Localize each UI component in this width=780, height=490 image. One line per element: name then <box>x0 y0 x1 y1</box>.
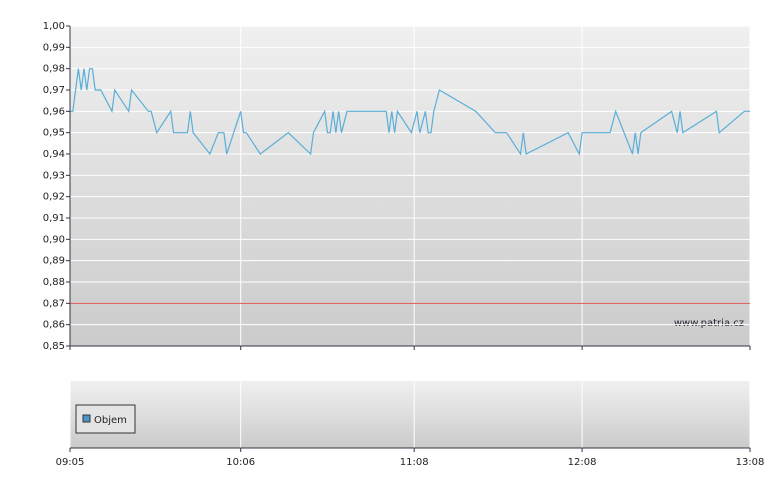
y-tick-label: 1,00 <box>43 21 65 32</box>
y-tick-label: 0,92 <box>43 192 65 203</box>
legend-label: Objem <box>94 415 127 426</box>
y-tick-label: 0,96 <box>43 106 65 117</box>
y-tick-label: 0,86 <box>43 320 65 331</box>
y-tick-label: 0,89 <box>43 256 65 267</box>
y-tick-label: 0,87 <box>43 298 65 309</box>
y-tick-label: 0,91 <box>43 213 65 224</box>
x-tick-label: 12:08 <box>568 457 597 468</box>
watermark: www.patria.cz <box>674 318 744 329</box>
y-tick-label: 0,93 <box>43 170 65 181</box>
y-tick-label: 0,95 <box>43 128 65 139</box>
x-tick-label: 11:08 <box>400 457 429 468</box>
y-tick-label: 0,98 <box>43 64 65 75</box>
x-tick-label: 13:08 <box>736 457 765 468</box>
price-line <box>70 68 750 157</box>
y-tick-label: 0,94 <box>43 149 65 160</box>
x-tick-label: 09:05 <box>56 457 85 468</box>
y-tick-label: 0,85 <box>43 341 65 352</box>
y-tick-label: 0,97 <box>43 85 65 96</box>
plot-background <box>70 26 750 346</box>
legend-swatch <box>82 414 91 423</box>
y-tick-label: 0,99 <box>43 42 65 53</box>
volume-background <box>70 381 750 448</box>
y-tick-label: 0,88 <box>43 277 65 288</box>
x-tick-label: 10:06 <box>226 457 255 468</box>
y-tick-label: 0,90 <box>43 234 65 245</box>
